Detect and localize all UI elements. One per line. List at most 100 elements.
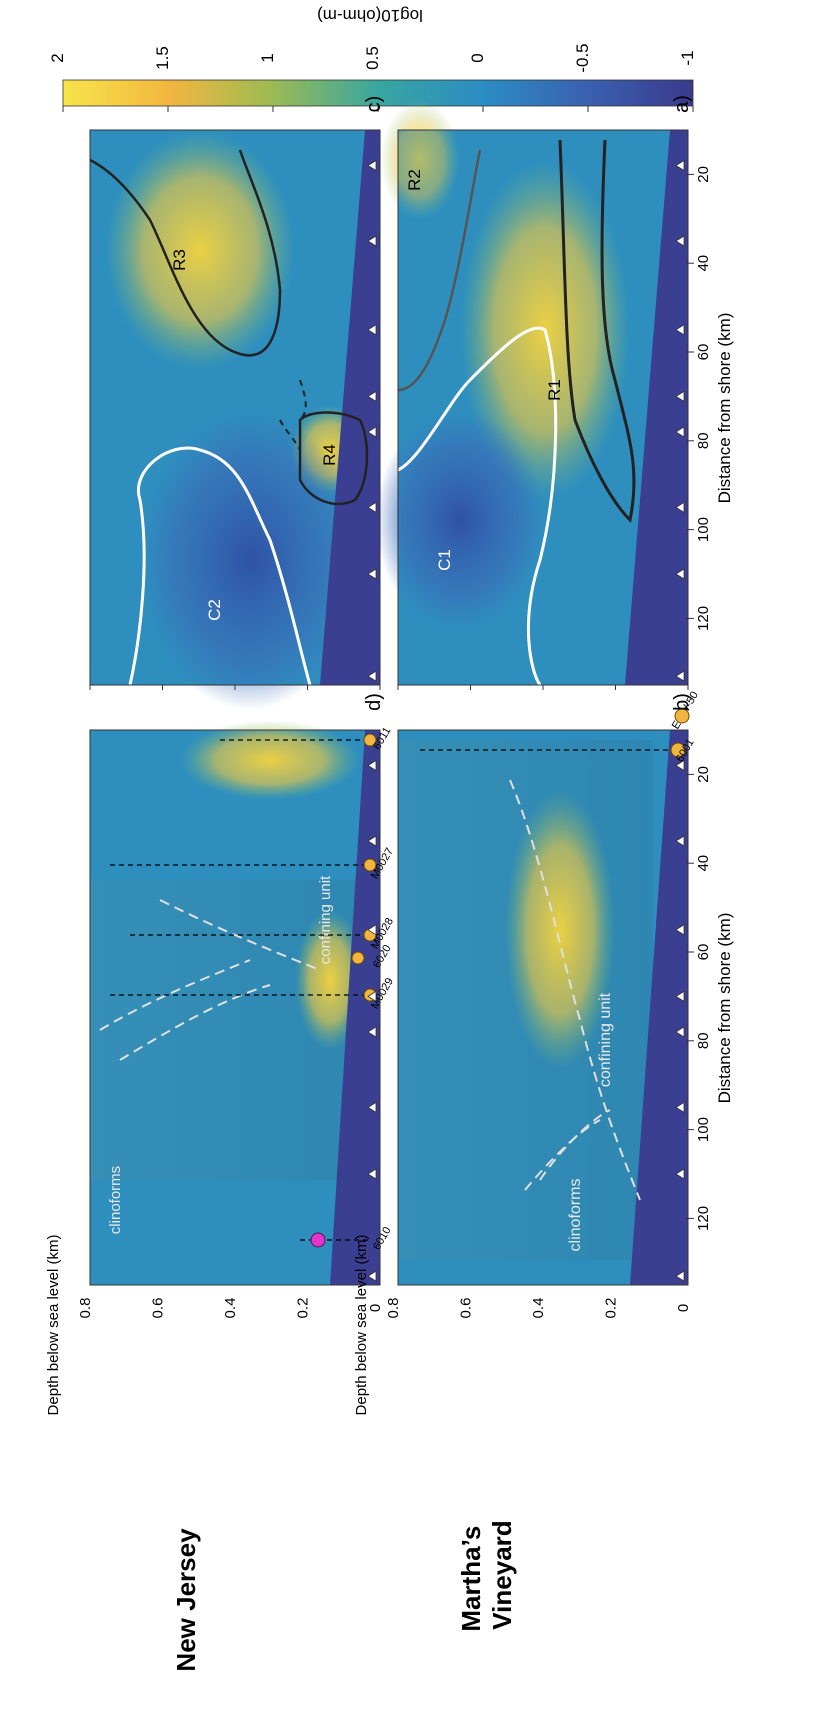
- depth-tick-label: 0.2: [295, 1298, 312, 1319]
- station-marker: [675, 159, 685, 172]
- contour-r3r4-dashed: [279, 379, 307, 451]
- depth-ticks-top-row: 0 0.2 0.4 0.6 0.8: [385, 685, 692, 1318]
- distance-tick-label: 120: [695, 606, 712, 631]
- zone-label-c2: C2: [205, 599, 224, 621]
- depth-tick-label: 0.4: [530, 1298, 547, 1319]
- panel-c: R3 R4 C2 c): [89, 96, 385, 710]
- station-marker: [675, 324, 685, 336]
- colorbar-tick-label: 0.5: [363, 46, 382, 70]
- station-marker: [367, 835, 377, 847]
- well-6020-marker: [351, 951, 365, 965]
- contour-r4: [298, 411, 369, 506]
- confining-fill-b: [505, 790, 615, 1070]
- depth-tick-label: 0: [367, 1304, 384, 1312]
- distance-tick-label: 60: [695, 344, 712, 361]
- depth-tick-label: 0.4: [222, 1298, 239, 1319]
- well-enw50-marker: [674, 708, 690, 724]
- zone-label-r3: R3: [170, 249, 189, 271]
- well-6001-marker: [670, 742, 686, 758]
- distance-ticks: 20 40 60 80 100 120 20 40 60 80 100 120: [686, 166, 712, 1231]
- station-marker: [675, 759, 685, 772]
- well-label-6011: 6011: [371, 725, 393, 751]
- panel-label-d: d): [363, 693, 385, 711]
- colorbar-tick-label: 1.5: [153, 46, 172, 70]
- zone-r3-fill: [105, 130, 295, 370]
- panel-d: confining unit clinoforms 6011 M0027 M00…: [90, 693, 396, 1285]
- station-marker: [675, 1026, 685, 1038]
- depth-tick-label: 0: [675, 1304, 692, 1312]
- ylabel-top: Depth below sea level (km): [353, 1235, 370, 1416]
- zone-c1-fill: [375, 410, 545, 630]
- panel-b: confining unit clinoforms 6001 ENW-50 b): [398, 690, 701, 1285]
- distance-tick-label: 100: [695, 517, 712, 542]
- distance-tick-label: 80: [695, 1032, 712, 1049]
- stations-d: [367, 759, 377, 1282]
- station-marker: [367, 159, 377, 172]
- station-marker: [367, 1101, 377, 1114]
- depth-tick-label: 0.6: [150, 1298, 167, 1319]
- confining-unit-line-b: [509, 779, 641, 1201]
- stations-c: [367, 159, 377, 682]
- station-marker: [675, 235, 685, 247]
- panel-label-a: a): [671, 95, 693, 113]
- station-marker: [675, 390, 685, 403]
- well-m0027-marker: [363, 858, 377, 872]
- station-marker: [367, 759, 377, 772]
- annotation-confining-b: confining unit: [597, 992, 614, 1087]
- annotation-clinoforms-b: clinoforms: [567, 1179, 584, 1252]
- depth-tick-label: 0.6: [458, 1298, 475, 1319]
- distance-tick-label: 120: [695, 1206, 712, 1231]
- distance-tick-label: 20: [695, 766, 712, 783]
- well-6011-marker: [363, 733, 377, 747]
- clinoform-line-d2: [119, 984, 271, 1061]
- seafloor-b: [630, 730, 688, 1285]
- xlabel-right: Distance from shore (km): [715, 913, 734, 1104]
- station-marker: [367, 568, 377, 580]
- station-marker: [675, 924, 685, 936]
- station-marker: [367, 990, 377, 1003]
- panel-d-border: [89, 729, 381, 1286]
- seafloor-c: [320, 130, 380, 685]
- station-marker: [675, 568, 685, 580]
- distance-tick-label: 40: [695, 255, 712, 272]
- region-label-marthas-vineyard: Martha’s Vineyard: [456, 1518, 517, 1631]
- confining-fill-d: [180, 720, 360, 800]
- zone-label-r4: R4: [320, 444, 339, 466]
- distance-tick-label: 100: [695, 1117, 712, 1142]
- station-marker: [367, 501, 377, 514]
- contour-r3: [89, 149, 282, 357]
- stations-a: [675, 159, 685, 682]
- colorbar-title: log10(ohm-m): [317, 6, 423, 25]
- annotation-clinoforms-d: clinoforms: [107, 1166, 124, 1234]
- distance-tick-label: 80: [695, 432, 712, 449]
- distance-tick-label: 40: [695, 855, 712, 872]
- panel-b-border: [397, 729, 689, 1286]
- clinoform-line-d1: [99, 959, 251, 1031]
- confining-unit-line-d: [159, 899, 321, 971]
- depth-ticks-bottom-row: 0 0.2 0.4 0.6 0.8: [77, 685, 384, 1318]
- station-marker: [675, 990, 685, 1003]
- station-marker: [675, 501, 685, 514]
- colorbar-tick-label: 2: [48, 53, 67, 62]
- colorbar: 2 1.5 1 0.5 0 -0.5 -1 log10(ohm-m): [48, 6, 697, 112]
- station-marker: [367, 1168, 377, 1180]
- zone-r2-fill: [380, 100, 460, 220]
- contour-r1: [558, 139, 636, 524]
- contour-c1: [397, 326, 558, 686]
- station-marker: [675, 426, 685, 438]
- station-marker: [675, 1270, 685, 1282]
- zone-label-r2: R2: [405, 169, 424, 191]
- depth-tick-label: 0.8: [77, 1298, 94, 1319]
- contour-c2: [128, 446, 312, 686]
- station-marker: [367, 670, 377, 682]
- zone-label-c1: C1: [435, 549, 454, 571]
- ylabel-bottom: Depth below sea level (km): [45, 1235, 62, 1416]
- depth-tick-label: 0.8: [385, 1298, 402, 1319]
- station-marker: [367, 924, 377, 936]
- zone-label-r1: R1: [545, 379, 564, 401]
- station-marker: [367, 235, 377, 247]
- stations-b: [675, 759, 685, 1282]
- distance-tick-label: 60: [695, 944, 712, 961]
- station-marker: [675, 835, 685, 847]
- colorbar-ticks: 2 1.5 1 0.5 0 -0.5 -1: [48, 43, 697, 112]
